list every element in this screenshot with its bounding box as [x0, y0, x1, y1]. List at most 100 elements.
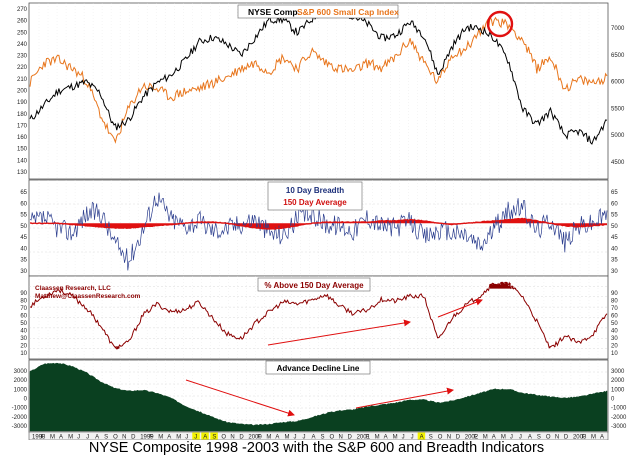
axis-tick-label: 1000 [14, 387, 28, 393]
legend-sp600: S&P 600 Small Cap Index [297, 7, 399, 17]
axis-tick-label: -3000 [611, 424, 627, 430]
month-tick-label: F [366, 435, 370, 441]
axis-tick-label: 70 [20, 306, 27, 312]
month-tick-label: F [41, 435, 45, 441]
chart-figure: 2702602502402302202102001901801701601501… [12, 2, 627, 441]
legend-breadth-150day: 150 Day Average [283, 198, 347, 207]
trend-arrow-ad-rising [355, 387, 454, 409]
month-tick-label: A [600, 435, 604, 441]
axis-tick-label: 60 [20, 314, 27, 320]
month-highlight [201, 432, 209, 440]
legend-ad-line: Advance Decline Line [277, 364, 360, 373]
month-tick-label: 2000 [248, 435, 262, 441]
month-tick-label: N [447, 435, 451, 441]
axis-tick-label: 70 [611, 306, 618, 312]
month-tick-label: J [185, 435, 188, 441]
month-tick-label: F [582, 435, 586, 441]
axis-tick-label: 50 [20, 321, 27, 327]
axis-tick-label: 90 [20, 291, 27, 297]
axis-tick-label: 35 [611, 258, 618, 264]
month-tick-label: M [158, 435, 163, 441]
axis-tick-label: 10 [20, 351, 27, 357]
axis-tick-label: 60 [611, 314, 618, 320]
axis-tick-label: 210 [17, 77, 28, 83]
axis-tick-label: 0 [611, 397, 615, 403]
axis-tick-label: 7000 [611, 26, 625, 32]
month-tick-label: J [302, 435, 305, 441]
axis-tick-label: 30 [611, 336, 618, 342]
axis-tick-label: 270 [17, 7, 28, 13]
axis-tick-label: 30 [20, 269, 27, 275]
month-tick-label: J [194, 435, 197, 441]
month-tick-label: M [393, 435, 398, 441]
month-tick-label: A [275, 435, 279, 441]
month-tick-label: D [239, 435, 244, 441]
month-highlight [417, 432, 426, 440]
axis-tick-label: 2000 [14, 378, 28, 384]
axis-tick-label: 3000 [14, 369, 28, 375]
axis-tick-label: 45 [611, 235, 618, 241]
month-tick-label: N [339, 435, 343, 441]
month-tick-label: F [474, 435, 478, 441]
axis-tick-label: 60 [20, 201, 27, 207]
axis-tick-label: 260 [17, 19, 28, 25]
month-tick-label: A [384, 435, 388, 441]
axis-tick-label: 45 [20, 235, 27, 241]
trend-arrow-percent-2 [437, 298, 483, 318]
month-tick-label: M [501, 435, 506, 441]
gridlines [29, 3, 608, 432]
axis-tick-label: 130 [17, 170, 28, 176]
axis-tick-label: 170 [17, 123, 28, 129]
month-tick-label: O [438, 435, 443, 441]
axis-tick-label: 50 [611, 224, 618, 230]
month-tick-label: F [149, 435, 153, 441]
axis-tick-label: 180 [17, 112, 28, 118]
axis-tick-label: 50 [611, 321, 618, 327]
month-tick-label: 1999 [140, 435, 154, 441]
axis-tick-label: 80 [20, 299, 27, 305]
month-tick-label: N [230, 435, 234, 441]
month-tick-label: M [266, 435, 271, 441]
month-tick-label: M [483, 435, 488, 441]
month-tick-label: A [420, 435, 424, 441]
trend-arrow-percent-1 [267, 319, 411, 346]
axis-tick-label: 6500 [611, 53, 625, 59]
axis-tick-label: 20 [611, 344, 618, 350]
month-tick-label: J [293, 435, 296, 441]
axis-tick-label: 5500 [611, 106, 625, 112]
month-tick-label: F [257, 435, 261, 441]
axis-tick-label: 40 [20, 329, 27, 335]
month-tick-label: M [176, 435, 181, 441]
axis-tick-label: 30 [20, 336, 27, 342]
month-tick-label: A [167, 435, 171, 441]
month-tick-label: A [311, 435, 315, 441]
month-highlight [192, 432, 200, 440]
axis-tick-label: 150 [17, 147, 28, 153]
percent-above-line [29, 281, 608, 350]
axis-tick-label: 80 [611, 299, 618, 305]
axis-tick-label: 55 [611, 213, 618, 219]
axis-tick-label: 0 [24, 397, 28, 403]
axis-tick-label: 200 [17, 89, 28, 95]
month-tick-label: A [203, 435, 207, 441]
axis-tick-label: -1000 [611, 406, 627, 412]
axis-tick-label: 2000 [611, 378, 625, 384]
month-tick-label: D [131, 435, 136, 441]
axis-tick-label: 30 [611, 269, 618, 275]
month-tick-label: M [50, 435, 55, 441]
ad-legend-box [265, 360, 371, 375]
axis-tick-label: -3000 [12, 424, 28, 430]
month-tick-label: D [456, 435, 461, 441]
price-legend-box [237, 4, 399, 19]
month-tick-label: S [537, 435, 541, 441]
axis-tick-label: 230 [17, 54, 28, 60]
month-highlight [210, 432, 218, 440]
axis-tick-label: 10 [611, 351, 618, 357]
axis-tick-label: 60 [611, 201, 618, 207]
month-tick-label: O [546, 435, 551, 441]
month-tick-label: 1998 [32, 435, 46, 441]
month-tick-label: M [591, 435, 596, 441]
axis-tick-label: 4500 [611, 160, 625, 166]
axis-tick-label: 250 [17, 30, 28, 36]
month-tick-label: 2003 [573, 435, 587, 441]
